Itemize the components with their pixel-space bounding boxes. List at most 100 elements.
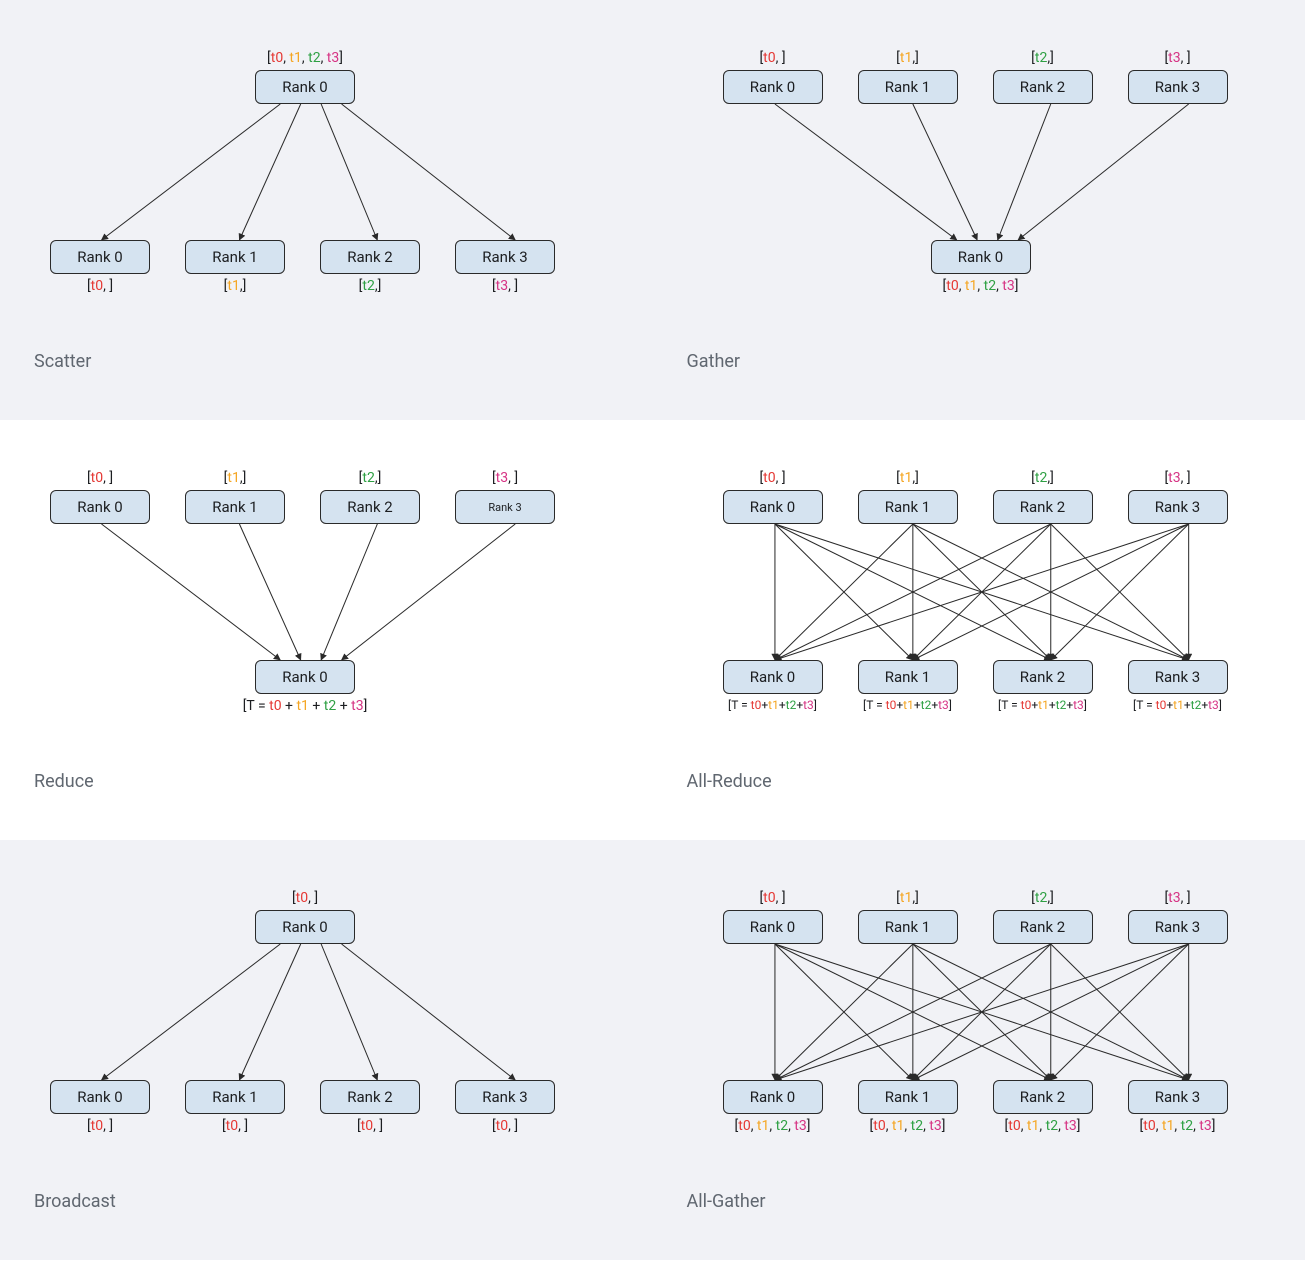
rank-node: Rank 2: [993, 660, 1093, 694]
rank-node: Rank 0: [931, 240, 1031, 274]
edge: [774, 944, 1050, 1080]
edge: [774, 524, 1050, 660]
rank-node: Rank 2: [320, 490, 420, 524]
tensor-label: [t0, t1, t2, t3]: [683, 278, 1279, 294]
panel-title: All-Reduce: [687, 771, 772, 792]
rank-node: Rank 0: [723, 490, 823, 524]
rank-node: Rank 3: [1128, 490, 1228, 524]
edge: [102, 944, 281, 1080]
diagram-broadcast: Rank 0[t0, ]Rank 0[t0, ]Rank 1[t0, ]Rank…: [30, 870, 623, 1190]
rank-node: Rank 1: [858, 910, 958, 944]
rank-node: Rank 3: [1128, 910, 1228, 944]
diagram-reduce: Rank 0[t0, ]Rank 1[t1,]Rank 2[t2,]Rank 3…: [30, 450, 623, 770]
edge: [912, 524, 1050, 660]
edge: [774, 104, 956, 240]
rank-node: Rank 1: [858, 1080, 958, 1114]
edge: [1050, 944, 1188, 1080]
panel-reduce: Rank 0[t0, ]Rank 1[t1,]Rank 2[t2,]Rank 3…: [0, 420, 653, 840]
rank-node: Rank 3: [1128, 70, 1228, 104]
rank-node: Rank 2: [993, 490, 1093, 524]
edge: [239, 104, 300, 240]
rank-node: Rank 1: [185, 1080, 285, 1114]
panel-title: All-Gather: [687, 1191, 766, 1212]
edge: [912, 524, 1188, 660]
tensor-label: [t0, ]: [30, 890, 580, 906]
tensor-label: [t3, ]: [683, 50, 1305, 66]
rank-node: Rank 3: [1128, 660, 1228, 694]
diagram-grid: Rank 0[t0, t1, t2, t3]Rank 0[t0, ]Rank 1…: [0, 0, 1305, 1260]
rank-node: Rank 1: [858, 70, 958, 104]
diagram-gather: Rank 0[t0, ]Rank 1[t1,]Rank 2[t2,]Rank 3…: [683, 30, 1276, 350]
rank-node: Rank 3: [1128, 1080, 1228, 1114]
edge: [321, 524, 377, 660]
rank-node: Rank 0: [723, 910, 823, 944]
edge: [239, 944, 300, 1080]
edge: [102, 104, 281, 240]
rank-node: Rank 2: [320, 240, 420, 274]
edge: [239, 524, 300, 660]
edge: [342, 944, 516, 1080]
rank-node: Rank 2: [320, 1080, 420, 1114]
edge: [912, 944, 1050, 1080]
edge: [1050, 524, 1188, 660]
rank-node: Rank 1: [858, 660, 958, 694]
edge: [774, 524, 912, 660]
edge: [774, 524, 1050, 660]
panel-allreduce: Rank 0[t0, ]Rank 1[t1,]Rank 2[t2,]Rank 3…: [653, 420, 1305, 840]
rank-node: Rank 3: [455, 1080, 555, 1114]
edge: [912, 944, 1188, 1080]
rank-node: Rank 3: [455, 490, 555, 524]
rank-node: Rank 0: [255, 660, 355, 694]
panel-broadcast: Rank 0[t0, ]Rank 0[t0, ]Rank 1[t0, ]Rank…: [0, 840, 653, 1260]
rank-node: Rank 0: [255, 910, 355, 944]
tensor-label: [t0, t1, t2, t3]: [683, 1118, 1305, 1134]
rank-node: Rank 0: [723, 70, 823, 104]
edge: [774, 524, 912, 660]
rank-node: Rank 0: [723, 660, 823, 694]
rank-node: Rank 0: [50, 1080, 150, 1114]
edge: [774, 944, 1050, 1080]
tensor-label: [t3, ]: [683, 890, 1305, 906]
rank-node: Rank 1: [185, 490, 285, 524]
edge: [912, 944, 1050, 1080]
edge: [102, 524, 281, 660]
panel-gather: Rank 0[t0, ]Rank 1[t1,]Rank 2[t2,]Rank 3…: [653, 0, 1305, 420]
tensor-label: [t0, t1, t2, t3]: [30, 50, 580, 66]
edge: [912, 944, 1188, 1080]
edge: [997, 104, 1050, 240]
edge: [774, 944, 912, 1080]
edge: [342, 524, 516, 660]
edge: [774, 524, 1188, 660]
edge: [1050, 524, 1188, 660]
rank-node: Rank 2: [993, 70, 1093, 104]
tensor-label: [T = t0 + t1 + t2 + t3]: [30, 698, 580, 714]
edge: [912, 524, 1188, 660]
rank-node: Rank 0: [255, 70, 355, 104]
edge: [912, 104, 976, 240]
diagram-allreduce: Rank 0[t0, ]Rank 1[t1,]Rank 2[t2,]Rank 3…: [683, 450, 1276, 770]
rank-node: Rank 3: [455, 240, 555, 274]
panel-title: Gather: [687, 351, 741, 372]
edge: [321, 104, 377, 240]
rank-node: Rank 0: [723, 1080, 823, 1114]
tensor-label: [t3, ]: [683, 470, 1305, 486]
edge: [912, 524, 1050, 660]
panel-title: Scatter: [34, 351, 91, 372]
edge: [774, 524, 1188, 660]
diagram-allgather: Rank 0[t0, ]Rank 1[t1,]Rank 2[t2,]Rank 3…: [683, 870, 1276, 1190]
tensor-label: [T = t0+t1+t2+t3]: [683, 698, 1305, 712]
panel-title: Reduce: [34, 771, 94, 792]
edge: [1018, 104, 1189, 240]
edge: [774, 944, 1188, 1080]
edge: [342, 104, 516, 240]
rank-node: Rank 0: [50, 490, 150, 524]
rank-node: Rank 0: [50, 240, 150, 274]
rank-node: Rank 2: [993, 1080, 1093, 1114]
edge: [774, 944, 912, 1080]
diagram-scatter: Rank 0[t0, t1, t2, t3]Rank 0[t0, ]Rank 1…: [30, 30, 623, 350]
edge: [1050, 944, 1188, 1080]
rank-node: Rank 1: [185, 240, 285, 274]
panel-allgather: Rank 0[t0, ]Rank 1[t1,]Rank 2[t2,]Rank 3…: [653, 840, 1305, 1260]
edge: [321, 944, 377, 1080]
rank-node: Rank 1: [858, 490, 958, 524]
